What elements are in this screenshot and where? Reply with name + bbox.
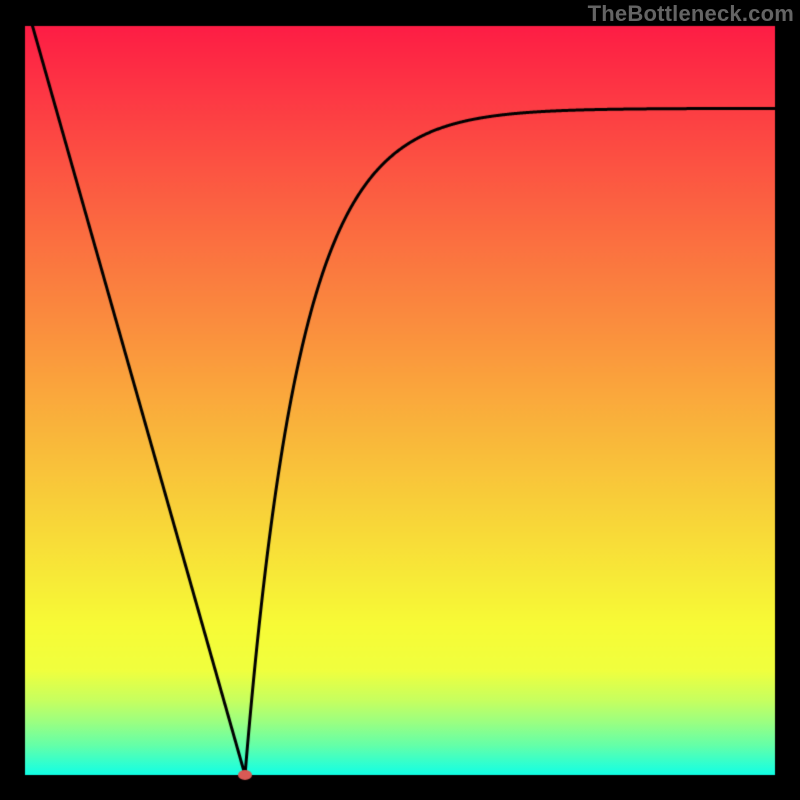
chart-container: TheBottleneck.com [0, 0, 800, 800]
bottleneck-chart-canvas [0, 0, 800, 800]
watermark-text: TheBottleneck.com [588, 1, 794, 27]
